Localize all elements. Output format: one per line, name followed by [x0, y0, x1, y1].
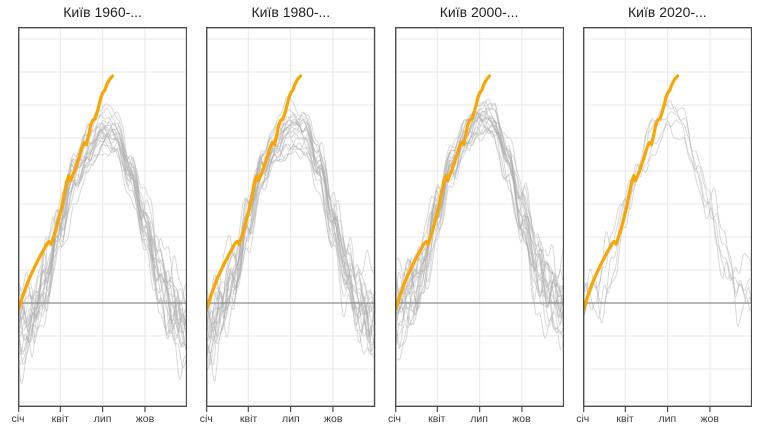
- x-tick-label: лип: [658, 413, 677, 425]
- panel-title: Київ 1960-...: [63, 4, 142, 20]
- x-tick-label: січ: [387, 413, 402, 425]
- panel-title: Київ 2020-...: [628, 4, 707, 20]
- line-chart: [394, 27, 564, 412]
- x-tick-label: жов: [135, 413, 155, 425]
- x-tick-label: лип: [470, 413, 488, 425]
- panel-title: Київ 1980-...: [251, 4, 331, 20]
- x-axis-labels: січ квіт лип жов: [11, 412, 187, 430]
- line-chart: [582, 27, 752, 412]
- x-tick-label: квіт: [428, 413, 446, 425]
- chart-panel: Київ 2000-... січ квіт лип жов: [388, 0, 564, 431]
- x-axis-labels: січ квіт лип жов: [576, 412, 752, 430]
- x-tick-label: лип: [93, 413, 112, 425]
- x-tick-label: жов: [700, 413, 719, 425]
- x-tick-label: січ: [11, 413, 25, 425]
- x-tick-label: лип: [282, 413, 300, 425]
- panel-title: Київ 2000-...: [439, 4, 519, 20]
- chart-panel: Київ 2020-... січ квіт лип жов: [576, 0, 752, 431]
- x-tick-label: жов: [323, 413, 343, 425]
- line-chart: [18, 27, 188, 412]
- chart-panel: Київ 1980-... січ квіт лип жов: [200, 0, 376, 431]
- x-tick-label: жов: [512, 413, 531, 425]
- x-axis-labels: січ квіт лип жов: [388, 412, 564, 430]
- x-tick-label: квіт: [239, 413, 258, 425]
- chart-panel: Київ 1960-... січ квіт лип жов: [11, 0, 188, 431]
- x-tick-label: квіт: [51, 413, 69, 425]
- x-axis-labels: січ квіт лип жов: [200, 412, 375, 430]
- line-chart: [206, 27, 376, 412]
- x-tick-label: січ: [576, 413, 590, 425]
- x-tick-label: квіт: [616, 413, 634, 425]
- x-tick-label: січ: [199, 413, 213, 425]
